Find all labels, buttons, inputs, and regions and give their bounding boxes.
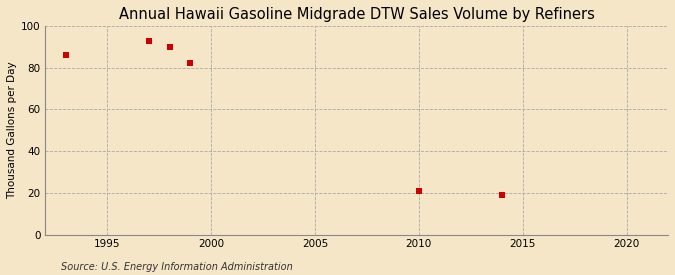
Title: Annual Hawaii Gasoline Midgrade DTW Sales Volume by Refiners: Annual Hawaii Gasoline Midgrade DTW Sale… xyxy=(119,7,595,22)
Point xyxy=(413,189,424,193)
Point xyxy=(143,38,154,43)
Point xyxy=(60,53,71,57)
Point xyxy=(164,45,175,49)
Point xyxy=(497,193,508,197)
Y-axis label: Thousand Gallons per Day: Thousand Gallons per Day xyxy=(7,61,17,199)
Text: Source: U.S. Energy Information Administration: Source: U.S. Energy Information Administ… xyxy=(61,262,292,272)
Point xyxy=(185,61,196,66)
